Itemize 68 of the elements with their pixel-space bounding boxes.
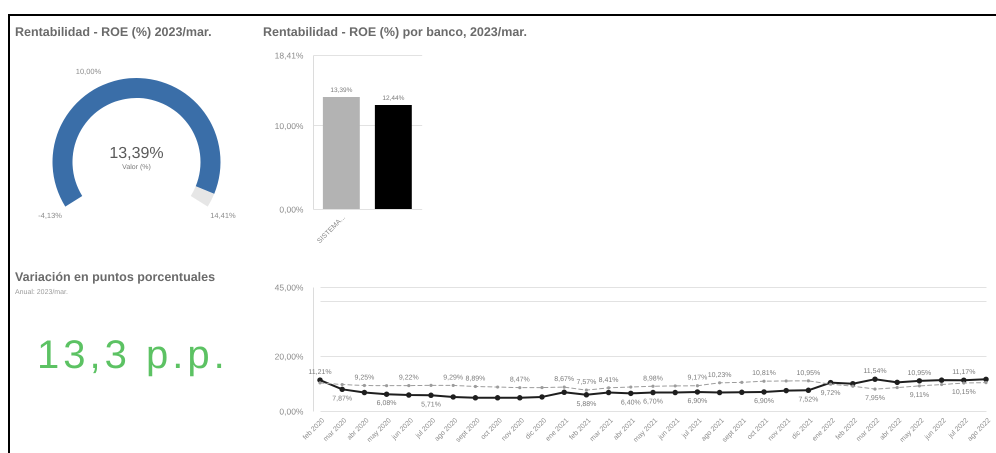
point (584, 388, 588, 392)
point (628, 390, 634, 396)
point (762, 380, 766, 383)
point (584, 392, 590, 398)
point (539, 394, 545, 400)
y-tick-label: 45,00% (274, 282, 304, 292)
point (918, 384, 921, 388)
point (474, 384, 477, 388)
point (629, 385, 632, 389)
point (716, 390, 722, 396)
point (784, 379, 788, 383)
point (407, 384, 410, 388)
point (740, 380, 744, 384)
point (472, 395, 478, 401)
point (517, 395, 523, 401)
point (761, 389, 767, 395)
y-tick-label: 20,00% (274, 351, 304, 362)
y-tick-label: 0,00% (279, 406, 304, 416)
point (562, 386, 566, 389)
y-tick-label: 18,41% (274, 50, 304, 60)
point (872, 376, 878, 382)
text: 13,3 p.p. (37, 333, 229, 377)
point (938, 377, 944, 383)
point (894, 380, 900, 386)
point (540, 386, 544, 390)
y-tick-label: 10,00% (274, 120, 304, 131)
chart-title: Rentabilidad - ROE (%) por banco, 2023/mar. (263, 25, 527, 39)
point (606, 390, 612, 396)
point (650, 390, 656, 396)
point (339, 386, 345, 392)
point (718, 381, 722, 384)
point (518, 386, 522, 390)
point (806, 379, 810, 382)
point (450, 394, 456, 400)
point (873, 388, 877, 391)
point (806, 388, 812, 394)
point (318, 381, 322, 384)
point (916, 378, 922, 384)
point (496, 385, 500, 389)
point (362, 390, 368, 396)
point (829, 382, 832, 386)
point (696, 384, 699, 388)
point (962, 381, 966, 385)
text: 13,39% (108, 145, 164, 162)
point (452, 384, 455, 387)
point (384, 392, 390, 397)
point (672, 390, 678, 396)
point (406, 392, 412, 398)
point (340, 382, 344, 386)
point (694, 389, 700, 395)
point (783, 388, 789, 394)
point (896, 386, 899, 390)
text: Variación en puntos porcentuales (15, 270, 216, 284)
point (674, 384, 677, 388)
point (428, 392, 434, 398)
point (739, 390, 745, 395)
point (429, 384, 433, 387)
y-tick-label: 0,00% (279, 204, 304, 214)
point (362, 384, 366, 388)
chart-title: Rentabilidad - ROE (%) 2023/mar. (15, 25, 212, 39)
point (561, 390, 567, 395)
point (851, 384, 854, 388)
point (651, 384, 655, 388)
point (984, 381, 988, 384)
point (385, 384, 388, 388)
point (494, 395, 500, 401)
point (607, 386, 610, 390)
point (940, 382, 944, 386)
